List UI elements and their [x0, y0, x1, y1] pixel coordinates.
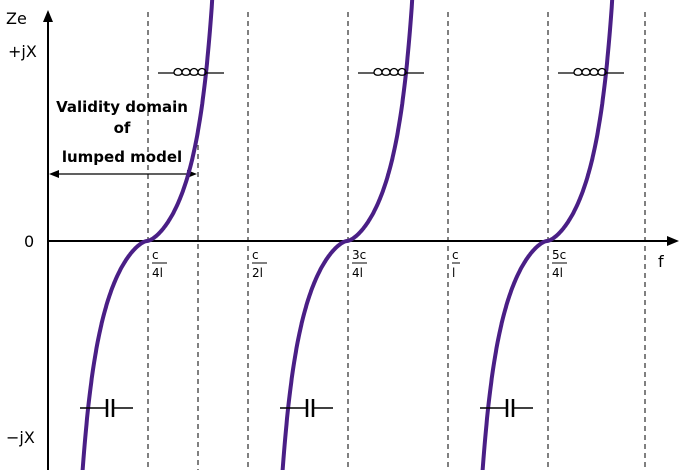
inductor-icon: [558, 67, 624, 76]
capacitor-icon: [280, 399, 333, 417]
validity-arrow-left-icon: [49, 170, 59, 178]
tick-numerator: c: [252, 248, 259, 262]
reactance-branch: [280, 0, 415, 470]
tick-numerator: 3c: [352, 248, 366, 262]
y-axis-arrow-icon: [43, 10, 53, 22]
validity-line-2: of: [114, 119, 131, 137]
inductor-icon: [158, 67, 224, 76]
validity-line-1: Validity domain: [56, 98, 188, 116]
tick-denominator: 4l: [152, 266, 163, 280]
axes: [43, 10, 679, 470]
inductor-icon: [358, 67, 424, 76]
validity-line-3: lumped model: [62, 148, 182, 166]
y-axis-label: Ze: [6, 9, 27, 28]
capacitor-symbols: [80, 399, 533, 417]
capacitor-icon: [480, 399, 533, 417]
tick-numerator: 5c: [552, 248, 566, 262]
minus-jx-label: −jX: [6, 428, 35, 447]
plus-jx-label: +jX: [8, 42, 37, 61]
x-axis-label: f: [658, 252, 664, 271]
x-axis-arrow-icon: [667, 236, 679, 246]
validity-arrow: [49, 170, 197, 178]
capacitor-icon: [80, 399, 133, 417]
tick-denominator: l: [452, 266, 455, 280]
inductor-symbols: [158, 67, 624, 76]
tick-numerator: c: [452, 248, 459, 262]
tick-denominator: 4l: [352, 266, 363, 280]
zero-label: 0: [24, 232, 34, 251]
reactance-curves: [80, 0, 615, 470]
tick-numerator: c: [152, 248, 159, 262]
reactance-branch: [80, 0, 215, 470]
reactance-branch: [480, 0, 615, 470]
tick-denominator: 2l: [252, 266, 263, 280]
tick-denominator: 4l: [552, 266, 563, 280]
